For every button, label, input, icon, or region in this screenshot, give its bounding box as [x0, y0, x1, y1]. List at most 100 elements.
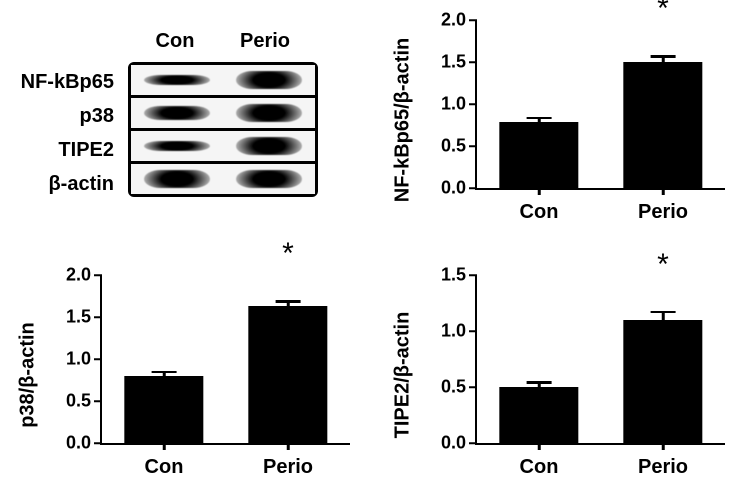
blot-band — [144, 106, 210, 120]
significance-star: * — [282, 239, 294, 269]
blot-band — [236, 71, 302, 89]
error-bar — [662, 313, 665, 320]
x-tick — [662, 188, 665, 195]
x-tick — [163, 443, 166, 450]
chart-nfkb: NF-kBp65/β-actin 0.00.51.01.52.0ConPerio… — [405, 10, 745, 230]
chart-p38-y-title: p38/β-actin — [17, 322, 40, 428]
blot-band — [144, 75, 210, 85]
y-tick — [469, 145, 477, 148]
blot-band — [144, 170, 210, 188]
x-category-label: Con — [520, 201, 559, 224]
blot-lane — [223, 131, 315, 161]
x-category-label: Con — [520, 456, 559, 479]
y-tick — [94, 400, 102, 403]
error-bar — [662, 58, 665, 62]
chart-nfkb-plot: 0.00.51.01.52.0ConPerio* — [475, 20, 725, 190]
blot-lane — [131, 65, 223, 95]
y-tick-label: 1.5 — [47, 307, 91, 328]
y-tick — [469, 187, 477, 190]
chart-tipe2: TIPE2/β-actin 0.00.51.01.5ConPerio* — [405, 265, 745, 485]
y-tick — [469, 442, 477, 445]
blot-row-label-nfkb: NF-kBp65 — [0, 65, 120, 99]
x-category-label: Perio — [638, 456, 688, 479]
chart-p38-plot: 0.00.51.01.52.0ConPerio* — [100, 275, 350, 445]
y-tick — [469, 103, 477, 106]
y-tick-label: 1.0 — [422, 94, 466, 115]
chart-nfkb-y-title: NF-kBp65/β-actin — [392, 38, 415, 202]
x-tick — [538, 188, 541, 195]
y-tick-label: 0.5 — [422, 377, 466, 398]
y-tick — [94, 316, 102, 319]
blot-band — [236, 170, 302, 188]
error-bar-cap — [527, 381, 552, 384]
chart-p38: p38/β-actin 0.00.51.01.52.0ConPerio* — [30, 265, 370, 485]
blot-row — [131, 98, 315, 131]
error-bar-cap — [651, 55, 676, 58]
error-bar — [538, 384, 541, 387]
y-tick — [469, 386, 477, 389]
chart-bar — [248, 306, 327, 443]
blot-lane — [223, 65, 315, 95]
blot-lane — [131, 131, 223, 161]
chart-bar — [499, 122, 578, 188]
y-tick-label: 0.0 — [422, 433, 466, 454]
error-bar-cap — [527, 117, 552, 120]
x-tick — [538, 443, 541, 450]
blot-col-header-con: Con — [130, 30, 220, 53]
chart-bar — [623, 320, 702, 443]
blot-row-labels: NF-kBp65 p38 TIPE2 β-actin — [0, 65, 120, 201]
y-tick-label: 1.0 — [47, 349, 91, 370]
x-tick — [287, 443, 290, 450]
y-tick-label: 1.5 — [422, 265, 466, 286]
y-tick-label: 0.0 — [47, 433, 91, 454]
chart-tipe2-y-title: TIPE2/β-actin — [392, 312, 415, 439]
y-tick-label: 0.5 — [422, 136, 466, 157]
blot-row-label-actin: β-actin — [0, 167, 120, 201]
y-tick — [469, 274, 477, 277]
chart-bar — [499, 387, 578, 443]
significance-star: * — [657, 0, 669, 24]
blot-row — [131, 65, 315, 98]
western-blot-panel: Con Perio NF-kBp65 p38 TIPE2 β-actin — [0, 0, 375, 250]
error-bar — [538, 119, 541, 122]
blot-band — [236, 137, 302, 155]
blot-lane — [223, 98, 315, 128]
y-tick-label: 0.5 — [47, 391, 91, 412]
x-category-label: Perio — [263, 456, 313, 479]
error-bar-cap — [651, 311, 676, 314]
error-bar-cap — [152, 371, 177, 374]
y-tick-label: 2.0 — [47, 265, 91, 286]
blot-row — [131, 164, 315, 194]
blot-row-label-p38: p38 — [0, 99, 120, 133]
chart-bar — [623, 62, 702, 188]
y-tick — [94, 442, 102, 445]
y-tick — [94, 274, 102, 277]
blot-lane — [131, 164, 223, 194]
y-tick — [469, 330, 477, 333]
blot-row — [131, 131, 315, 164]
y-tick — [469, 61, 477, 64]
x-tick — [662, 443, 665, 450]
blot-image-stack — [128, 62, 318, 197]
y-tick-label: 1.5 — [422, 52, 466, 73]
y-tick — [94, 358, 102, 361]
chart-tipe2-plot: 0.00.51.01.5ConPerio* — [475, 275, 725, 445]
error-bar — [287, 303, 290, 306]
error-bar-cap — [276, 300, 301, 303]
figure-root: Con Perio NF-kBp65 p38 TIPE2 β-actin NF-… — [0, 0, 750, 500]
blot-col-header-perio: Perio — [220, 30, 310, 53]
blot-lane — [223, 164, 315, 194]
error-bar — [163, 373, 166, 376]
y-tick-label: 1.0 — [422, 321, 466, 342]
y-tick — [469, 19, 477, 22]
blot-lane — [131, 98, 223, 128]
blot-row-label-tipe2: TIPE2 — [0, 133, 120, 167]
chart-bar — [124, 376, 203, 443]
blot-band — [236, 104, 302, 122]
y-tick-label: 2.0 — [422, 10, 466, 31]
x-category-label: Con — [145, 456, 184, 479]
significance-star: * — [657, 250, 669, 280]
blot-band — [144, 141, 210, 151]
blot-column-headers: Con Perio — [130, 30, 310, 53]
x-category-label: Perio — [638, 201, 688, 224]
